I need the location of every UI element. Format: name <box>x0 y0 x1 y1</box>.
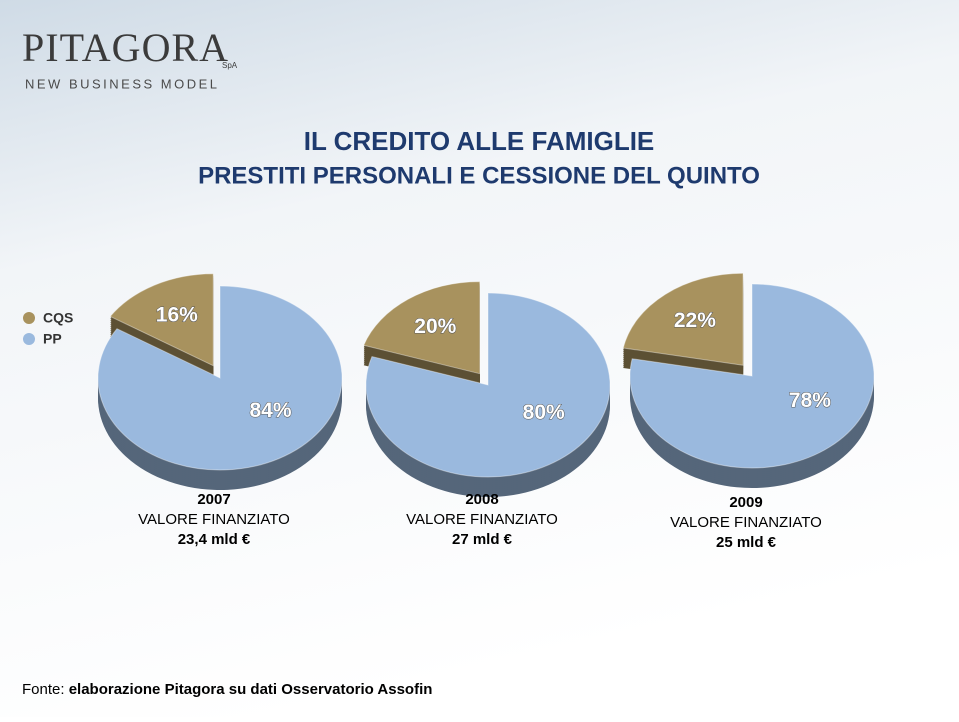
value-label: 84% <box>250 399 292 422</box>
pie-slice <box>629 283 875 469</box>
caption-label: VALORE FINANZIATO <box>138 511 290 528</box>
logo-tagline: NEW BUSINESS MODEL <box>25 76 220 91</box>
pie-slice <box>109 273 214 367</box>
pie-slice <box>97 285 343 471</box>
caption-year: 2007 <box>197 491 230 508</box>
caption-amount: 25 mld € <box>716 534 777 551</box>
pie-slice <box>622 272 744 366</box>
pie-slice <box>363 281 481 375</box>
value-label: 16% <box>156 303 198 326</box>
pie-slice <box>365 292 611 478</box>
footer-prefix: Fonte: <box>22 681 65 698</box>
logo-suffix: SpA <box>222 61 238 70</box>
value-label: 80% <box>523 401 565 424</box>
legend-swatch <box>23 333 35 345</box>
logo-name: PITAGORA <box>22 25 229 70</box>
caption-amount: 23,4 mld € <box>178 531 251 548</box>
legend-swatch <box>23 312 35 324</box>
title-line: IL CREDITO ALLE FAMIGLIE <box>304 126 655 156</box>
caption-amount: 27 mld € <box>452 531 513 548</box>
caption-label: VALORE FINANZIATO <box>670 514 822 531</box>
value-label: 78% <box>789 389 831 412</box>
caption-year: 2009 <box>729 494 762 511</box>
value-label: 22% <box>674 309 716 332</box>
caption-label: VALORE FINANZIATO <box>406 511 558 528</box>
value-label: 20% <box>414 315 456 338</box>
footer: Fonte: elaborazione Pitagora su dati Oss… <box>22 681 432 698</box>
legend-label: CQS <box>43 310 73 326</box>
title-line: PRESTITI PERSONALI E CESSIONE DEL QUINTO <box>198 162 760 189</box>
caption-year: 2008 <box>465 491 498 508</box>
footer-text: elaborazione Pitagora su dati Osservator… <box>69 681 433 698</box>
legend-label: PP <box>43 331 62 347</box>
